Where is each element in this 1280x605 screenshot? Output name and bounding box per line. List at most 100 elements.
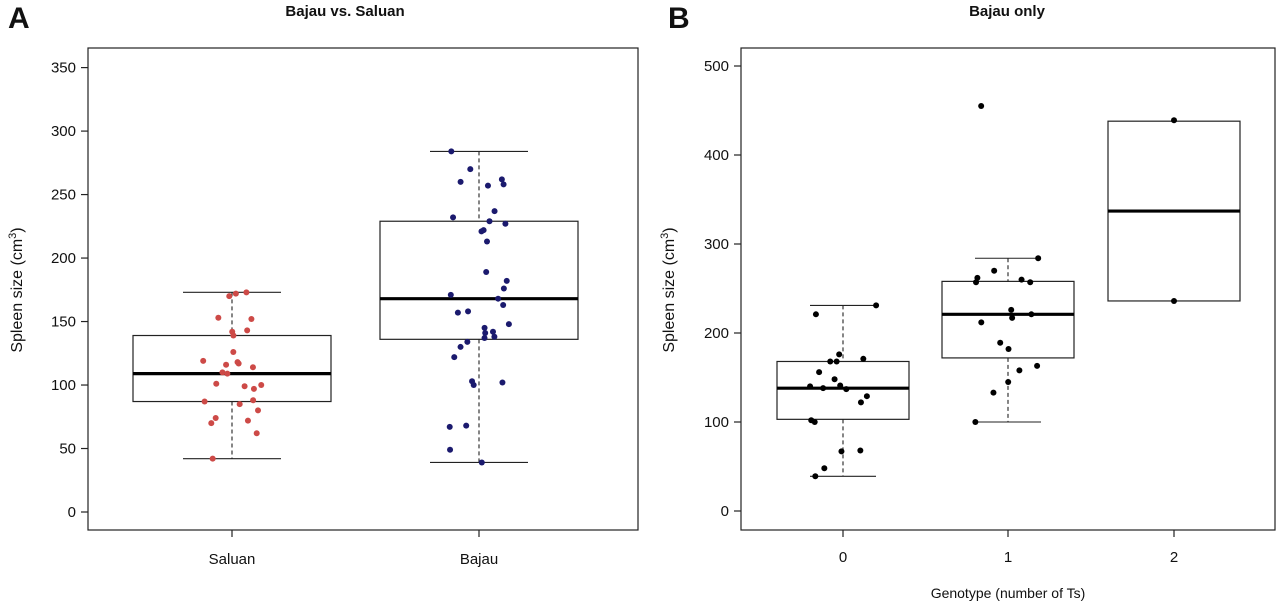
panel-a-data-point — [223, 361, 230, 368]
panel-a-data-point — [250, 397, 257, 404]
panel-a-data-point — [464, 338, 471, 345]
panel-a-y-tick-label: 100 — [51, 377, 76, 394]
panel-a-y-tick-label: 350 — [51, 60, 76, 77]
panel-a-data-point — [481, 324, 488, 331]
panel-b-y-tick-label: 500 — [704, 58, 729, 75]
panel-b-data-point — [1005, 378, 1012, 385]
panel-a-data-point — [483, 238, 490, 245]
panel-a-data-point — [482, 329, 489, 336]
panel-b-data-point — [831, 376, 838, 383]
panel-a-data-point — [213, 380, 220, 387]
panel-a-data-point — [457, 178, 464, 185]
panel-a-data-point — [491, 333, 498, 340]
panel-a-box-Bajau — [379, 220, 579, 340]
panel-a-data-point — [500, 302, 507, 309]
panel-a-y-tick-label: 300 — [51, 123, 76, 140]
panel-b-data-point — [1171, 297, 1177, 304]
panel-a-y-axis-label: Spleen size (cm3) — [7, 227, 26, 352]
panel-b-x-tick-label: 0 — [839, 549, 847, 566]
panel-b-box-1 — [941, 280, 1075, 359]
panel-b-x-tick-label: 2 — [1170, 549, 1178, 566]
panel-a-data-point — [447, 446, 454, 453]
panel-a-data-point — [470, 382, 477, 389]
panel-b-data-point — [978, 319, 985, 326]
panel-a-data-point — [489, 328, 496, 335]
panel-b-y-axis-label: Spleen size (cm3) — [659, 227, 678, 352]
panel-a-data-point — [212, 415, 219, 422]
panel-b-data-point — [1035, 255, 1042, 262]
panel-b-y-axis-label-base: Spleen size (cm — [661, 239, 678, 353]
panel-a-data-point — [500, 181, 507, 188]
panel-b-y-tick-label: 100 — [704, 414, 729, 431]
panel-b-data-point — [837, 382, 844, 389]
panel-b-data-point — [863, 393, 870, 400]
panel-b-y-tick-label: 0 — [721, 503, 729, 520]
panel-a-data-point — [208, 420, 215, 427]
panel-b-data-point — [857, 399, 864, 406]
panel-b-data-point — [857, 447, 864, 454]
panel-b-data-point — [860, 355, 867, 362]
panel-a-data-point — [498, 176, 505, 183]
panel-a-data-point — [230, 349, 237, 356]
panel-b-letter: B — [668, 2, 690, 35]
panel-a-data-point — [481, 335, 488, 342]
panel-b-y-axis-label-sup: 3 — [659, 233, 671, 239]
panel-a-data-point — [457, 343, 464, 350]
panel-a-data-point — [232, 290, 239, 297]
panel-b-data-point — [997, 339, 1004, 346]
panel-a-data-point — [450, 214, 457, 221]
panel-a-y-tick-label: 0 — [68, 504, 76, 521]
panel-b-data-point — [1005, 346, 1012, 353]
panel-b-data-point — [812, 473, 819, 480]
panel-b-data-point — [873, 302, 880, 309]
panel-a-data-point — [224, 370, 231, 377]
panel-b-x-tick-label: 1 — [1004, 549, 1012, 566]
panel-b-data-point — [827, 358, 834, 365]
panel-a-data-point — [200, 357, 207, 364]
panel-a-data-point — [235, 360, 242, 367]
panel-a-data-point — [483, 269, 490, 276]
panel-a-data-point — [241, 383, 248, 390]
panel-a-y-axis-label-sup: 3 — [7, 233, 19, 239]
panel-a-data-point — [478, 459, 485, 466]
panel-a-data-point — [451, 354, 458, 361]
panel-b-x-axis-label: Genotype (number of Ts) — [931, 585, 1086, 601]
panel-b-data-point — [1028, 311, 1035, 318]
panel-b-data-point — [991, 267, 998, 274]
panel-b-y-tick-label: 200 — [704, 325, 729, 342]
panel-a-data-point — [248, 316, 255, 323]
panel-a-data-point — [486, 218, 493, 225]
panel-a-plot-frame — [87, 47, 639, 531]
panel-b-data-point — [821, 465, 828, 472]
panel-a-data-point — [465, 308, 472, 315]
panel-a-data-point — [446, 423, 453, 430]
panel-b-data-point — [973, 279, 980, 286]
panel-b-data-point — [1171, 117, 1177, 124]
panel-a-data-point — [491, 208, 498, 215]
panel-a-data-point — [215, 314, 222, 321]
panel-b-data-point — [1034, 362, 1041, 369]
panel-b-y-tick-label: 400 — [704, 147, 729, 164]
panel-a-data-point — [500, 285, 507, 292]
panel-a-data-point — [250, 385, 257, 392]
panel-a-data-point — [478, 228, 485, 235]
panel-a-data-point — [253, 430, 260, 437]
panel-a-data-point — [249, 364, 256, 371]
panel-a-data-point — [447, 291, 454, 298]
panel-b-data-point — [978, 103, 985, 110]
panel-b-data-point — [812, 311, 819, 318]
panel-b-data-point — [838, 448, 845, 455]
panel-b-data-point — [1016, 367, 1023, 374]
panel-a-title: Bajau vs. Saluan — [285, 3, 404, 20]
panel-a-data-point — [484, 182, 491, 189]
panel-b-data-point — [1009, 314, 1016, 321]
panel-b-box-0 — [776, 360, 910, 420]
panel-b-plot-frame — [740, 47, 1276, 531]
panel-a-y-tick-label: 250 — [51, 187, 76, 204]
panel-a-y-axis-label-base: Spleen size (cm — [9, 239, 26, 353]
panel-b-data-point — [1027, 279, 1034, 286]
panel-a-data-point — [209, 455, 216, 462]
panel-b-data-point — [836, 351, 843, 358]
panel-b-y-axis-label-close: ) — [661, 227, 678, 232]
panel-a-data-point — [219, 369, 226, 376]
